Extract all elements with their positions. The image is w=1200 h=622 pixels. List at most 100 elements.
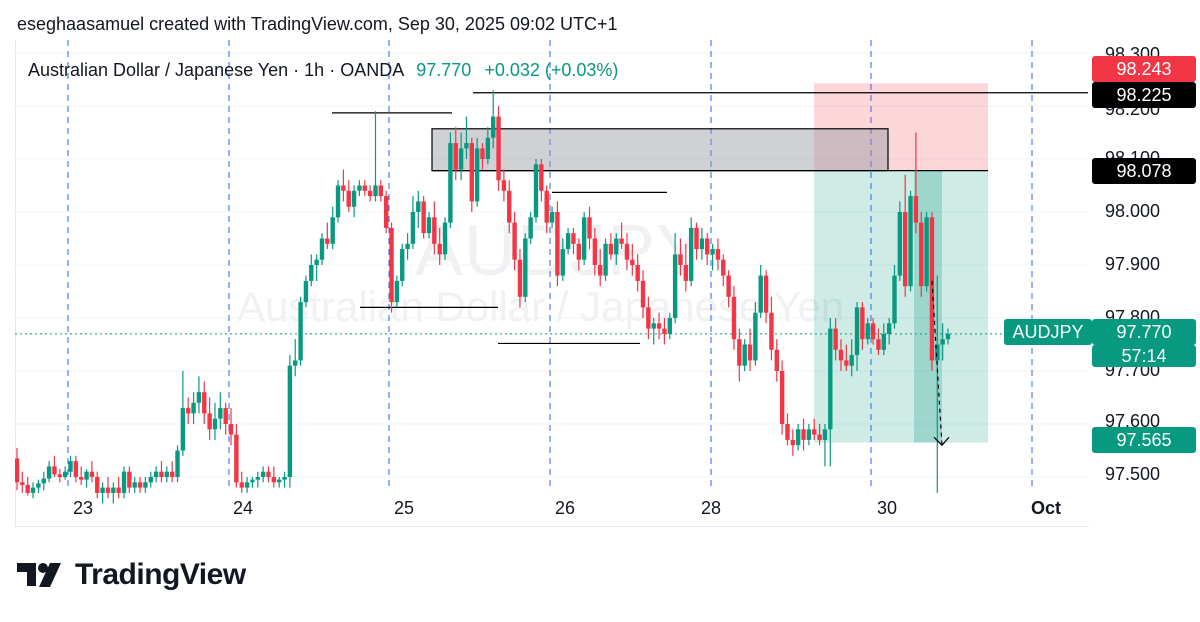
candle-body — [153, 471, 159, 477]
candle-body — [175, 450, 180, 477]
candle-body — [940, 339, 945, 345]
candle-body — [710, 249, 715, 255]
candle-body — [218, 408, 223, 419]
candle-body — [180, 408, 186, 451]
candle-body — [721, 259, 726, 276]
candle-body — [437, 243, 442, 255]
candle-body — [234, 434, 239, 483]
price-tick: 97.600 — [1104, 411, 1160, 431]
candlestick-chart[interactable] — [15, 40, 1088, 526]
candle-body — [539, 164, 544, 191]
candle-body — [73, 461, 79, 477]
candle-body — [453, 143, 458, 170]
candle-body — [726, 275, 731, 297]
candle-body — [699, 238, 705, 250]
candle-body — [57, 474, 63, 477]
ticker-label: AUDJPY — [1004, 319, 1092, 345]
candle-body — [469, 143, 474, 202]
candle-body — [860, 307, 865, 340]
candle-body — [833, 328, 838, 350]
candle-body — [812, 429, 817, 435]
watermark-name: Australian Dollar / Japanese Yen — [237, 283, 845, 330]
time-tick: 30 — [877, 498, 898, 518]
bar-countdown-label: 57:14 — [1092, 345, 1196, 367]
candle-body — [351, 190, 357, 207]
candle-body — [95, 477, 100, 493]
candle-body — [474, 148, 480, 202]
candle-body — [715, 249, 721, 260]
candle-body — [881, 333, 886, 350]
candle-body — [624, 243, 630, 260]
candle-body — [608, 243, 614, 255]
candle-body — [507, 190, 512, 223]
candle-body — [630, 259, 635, 265]
candle-body — [635, 265, 640, 281]
candle-body — [432, 217, 437, 244]
candle-body — [485, 137, 491, 159]
candle-body — [694, 227, 699, 250]
price-tick: 98.000 — [1104, 201, 1160, 221]
candle-body — [774, 349, 779, 371]
candle-body — [383, 196, 389, 228]
candle-body — [448, 143, 453, 223]
candle-body — [116, 487, 121, 493]
candle-body — [565, 233, 571, 250]
candle-body — [480, 148, 485, 159]
candle-body — [127, 471, 132, 488]
candle-body — [137, 482, 143, 488]
time-tick: 24 — [233, 498, 254, 518]
candle-body — [656, 323, 662, 329]
candle-body — [747, 344, 753, 361]
candle-body — [667, 318, 672, 334]
candle-body — [464, 143, 469, 149]
candle-body — [892, 275, 897, 324]
time-tick: 25 — [394, 498, 415, 518]
stop-loss-zone — [814, 83, 988, 171]
candle-body — [239, 482, 244, 488]
candle-body — [244, 482, 250, 488]
supply-zone-box — [431, 128, 889, 172]
legend-change: +0.032 (+0.03%) — [484, 60, 619, 80]
candle-body — [908, 196, 913, 287]
candle-body — [282, 477, 287, 480]
candle-body — [544, 190, 549, 223]
candle-body — [426, 217, 432, 234]
candle-body — [378, 185, 384, 197]
candle-body — [683, 265, 689, 281]
candle-body — [581, 217, 587, 260]
symbol-legend[interactable]: Australian Dollar / Japanese Yen · 1h · … — [28, 60, 618, 81]
candle-body — [897, 212, 903, 276]
candle-body — [260, 471, 266, 477]
stop-loss-label: 98.243 — [1092, 56, 1196, 82]
candle-body — [255, 477, 260, 480]
candle-body — [801, 429, 806, 440]
candle-body — [619, 238, 624, 244]
candle-body — [330, 217, 335, 244]
candle-body — [442, 222, 448, 255]
candle-body — [25, 484, 30, 493]
candle-body — [202, 392, 207, 414]
candle-body — [410, 212, 416, 244]
candle-body — [293, 360, 298, 366]
candle-body — [276, 479, 282, 483]
candle-body — [945, 333, 951, 340]
tradingview-logo[interactable]: TradingView — [17, 558, 246, 592]
candle-body — [640, 280, 646, 308]
candle-body — [870, 323, 876, 340]
candle-body — [52, 466, 57, 475]
candle-body — [603, 243, 608, 276]
candle-body — [753, 312, 758, 361]
candle-body — [159, 471, 164, 477]
candle-body — [325, 238, 330, 244]
candle-body — [672, 254, 678, 318]
candle-body — [795, 429, 801, 446]
candle-body — [491, 116, 496, 138]
candle-body — [111, 487, 116, 493]
candle-body — [876, 339, 881, 350]
candle-body — [250, 479, 255, 483]
candle-body — [646, 307, 651, 329]
candle-body — [223, 408, 228, 424]
candle-body — [737, 339, 742, 366]
candle-body — [68, 461, 73, 472]
time-tick: 23 — [73, 498, 94, 518]
